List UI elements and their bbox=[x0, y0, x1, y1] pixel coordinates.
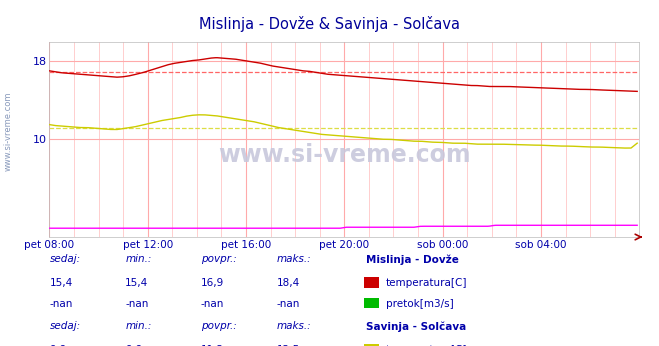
Text: -nan: -nan bbox=[277, 299, 300, 309]
Text: min.:: min.: bbox=[125, 321, 152, 331]
Text: Mislinja - Dovže & Savinja - Solčava: Mislinja - Dovže & Savinja - Solčava bbox=[199, 16, 460, 31]
Text: sedaj:: sedaj: bbox=[49, 321, 80, 331]
Text: maks.:: maks.: bbox=[277, 254, 312, 264]
Text: Savinja - Solčava: Savinja - Solčava bbox=[366, 321, 466, 331]
Text: pretok[m3/s]: pretok[m3/s] bbox=[386, 299, 453, 309]
Text: 9,6: 9,6 bbox=[49, 345, 66, 346]
Text: povpr.:: povpr.: bbox=[201, 321, 237, 331]
Text: Mislinja - Dovže: Mislinja - Dovže bbox=[366, 254, 459, 265]
Text: -nan: -nan bbox=[49, 299, 72, 309]
Text: www.si-vreme.com: www.si-vreme.com bbox=[218, 143, 471, 167]
Text: 16,9: 16,9 bbox=[201, 278, 224, 288]
Text: temperatura[C]: temperatura[C] bbox=[386, 345, 467, 346]
Text: 9,6: 9,6 bbox=[125, 345, 142, 346]
Text: 11,2: 11,2 bbox=[201, 345, 224, 346]
Text: min.:: min.: bbox=[125, 254, 152, 264]
Text: povpr.:: povpr.: bbox=[201, 254, 237, 264]
Text: 12,5: 12,5 bbox=[277, 345, 300, 346]
Text: temperatura[C]: temperatura[C] bbox=[386, 278, 467, 288]
Text: -nan: -nan bbox=[125, 299, 148, 309]
Text: www.si-vreme.com: www.si-vreme.com bbox=[4, 92, 13, 171]
Text: sedaj:: sedaj: bbox=[49, 254, 80, 264]
Text: maks.:: maks.: bbox=[277, 321, 312, 331]
Text: 15,4: 15,4 bbox=[49, 278, 72, 288]
Text: 18,4: 18,4 bbox=[277, 278, 300, 288]
Text: -nan: -nan bbox=[201, 299, 224, 309]
Text: 15,4: 15,4 bbox=[125, 278, 148, 288]
